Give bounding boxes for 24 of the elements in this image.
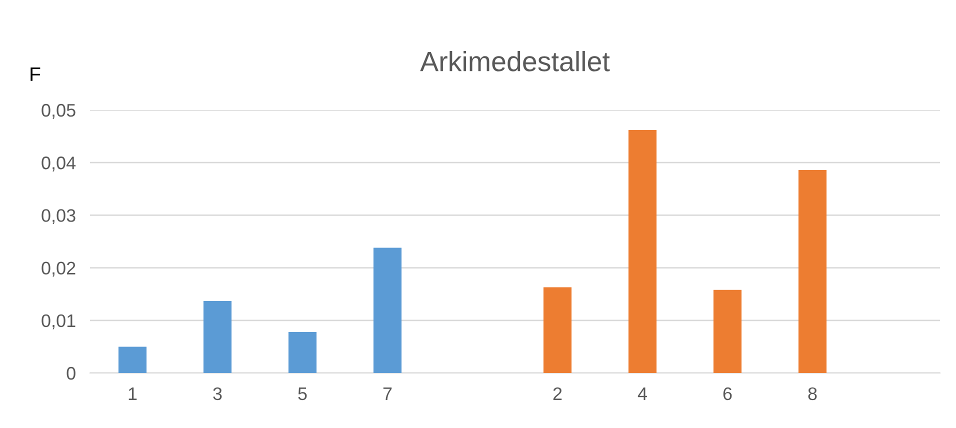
y-tick-label: 0 xyxy=(66,366,76,380)
y-tick-label: 0,05 xyxy=(42,104,76,119)
x-tick-label: 8 xyxy=(808,387,817,400)
x-tick-label: 2 xyxy=(553,387,562,400)
bar xyxy=(628,130,657,373)
x-tick-label: 6 xyxy=(723,387,732,400)
bar xyxy=(713,290,742,373)
y-tick-label: 0,04 xyxy=(42,156,76,172)
y-axis-title: F xyxy=(30,67,40,81)
y-tick-label: 0,02 xyxy=(42,262,76,277)
bar xyxy=(798,170,827,373)
bar xyxy=(543,287,572,373)
x-tick-label: 3 xyxy=(213,387,222,400)
y-tick-label: 0,03 xyxy=(42,209,76,224)
bar xyxy=(373,248,402,373)
x-tick-label: 4 xyxy=(638,388,647,400)
bar xyxy=(203,300,232,373)
bar xyxy=(118,346,147,373)
chart-title: Arkimedestallet xyxy=(420,50,610,72)
bar xyxy=(288,332,317,373)
y-tick-label: 0,01 xyxy=(42,314,76,330)
x-tick-label: 7 xyxy=(383,388,392,400)
x-tick-label: 5 xyxy=(298,388,307,400)
x-tick-label: 1 xyxy=(128,388,137,400)
